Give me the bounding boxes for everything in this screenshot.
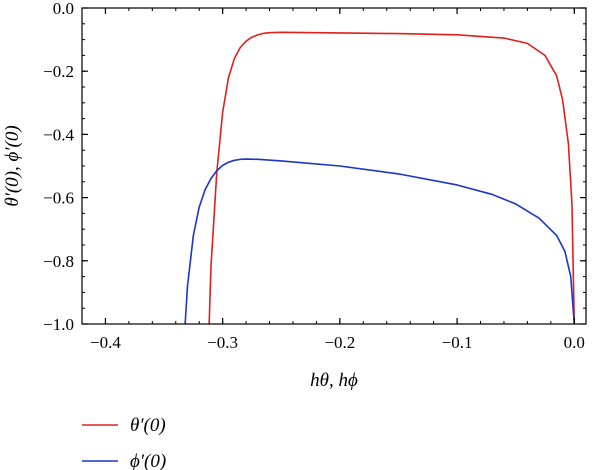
y-tick-label: 0.0 (53, 0, 74, 18)
y-tick-label: −0.8 (43, 252, 74, 271)
legend-label-phi: ϕ′(0) (130, 451, 166, 470)
x-axis-label: hθ, hϕ (310, 370, 358, 391)
y-tick-label: −1.0 (43, 315, 74, 334)
y-axis-label: θ′(0), ϕ′(0) (2, 125, 23, 206)
plot-area (184, 31, 576, 324)
legend-label-theta: θ′(0) (130, 415, 166, 436)
series-line-0 (208, 31, 576, 324)
y-tick-label: −0.6 (43, 189, 74, 208)
x-tick-label: −0.4 (90, 333, 121, 352)
x-tick-label: −0.1 (442, 333, 473, 352)
x-tick-label: −0.2 (324, 333, 355, 352)
x-tick-label: −0.3 (207, 333, 238, 352)
y-tick-label: −0.4 (43, 125, 74, 144)
axis-ticks: −0.4 −0.3 −0.2 −0.1 0.0 0.0 −0.2 −0.4 −0.6 −0.8 −1… (43, 0, 586, 352)
x-tick-label: 0.0 (564, 333, 585, 352)
legend: θ′(0) ϕ′(0) (82, 415, 166, 470)
y-tick-label: −0.2 (43, 62, 74, 81)
series-line-1 (184, 158, 576, 324)
